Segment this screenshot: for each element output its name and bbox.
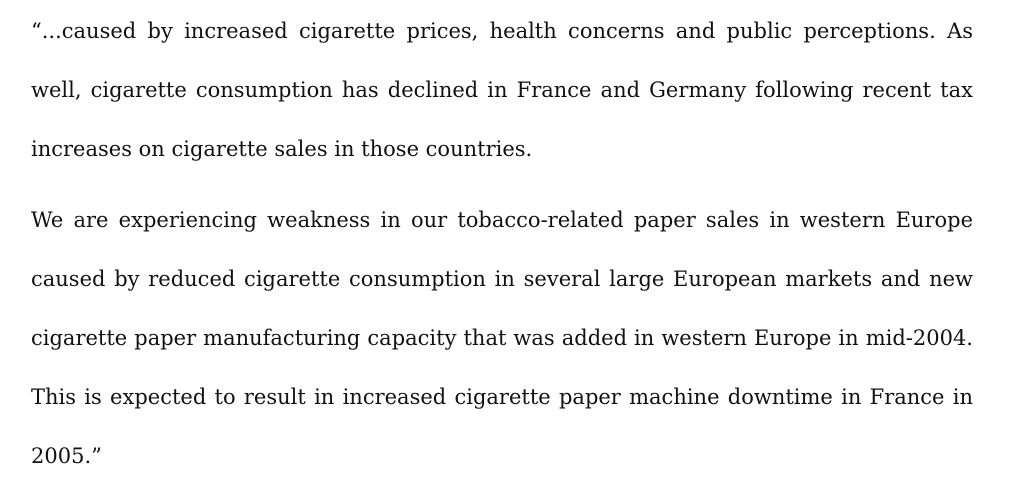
paragraph-1: “...caused by increased cigarette prices…: [31, 19, 973, 161]
quoted-text-block: “...caused by increased cigarette prices…: [31, 0, 973, 486]
paragraph-2: We are experiencing weakness in our toba…: [31, 208, 973, 468]
